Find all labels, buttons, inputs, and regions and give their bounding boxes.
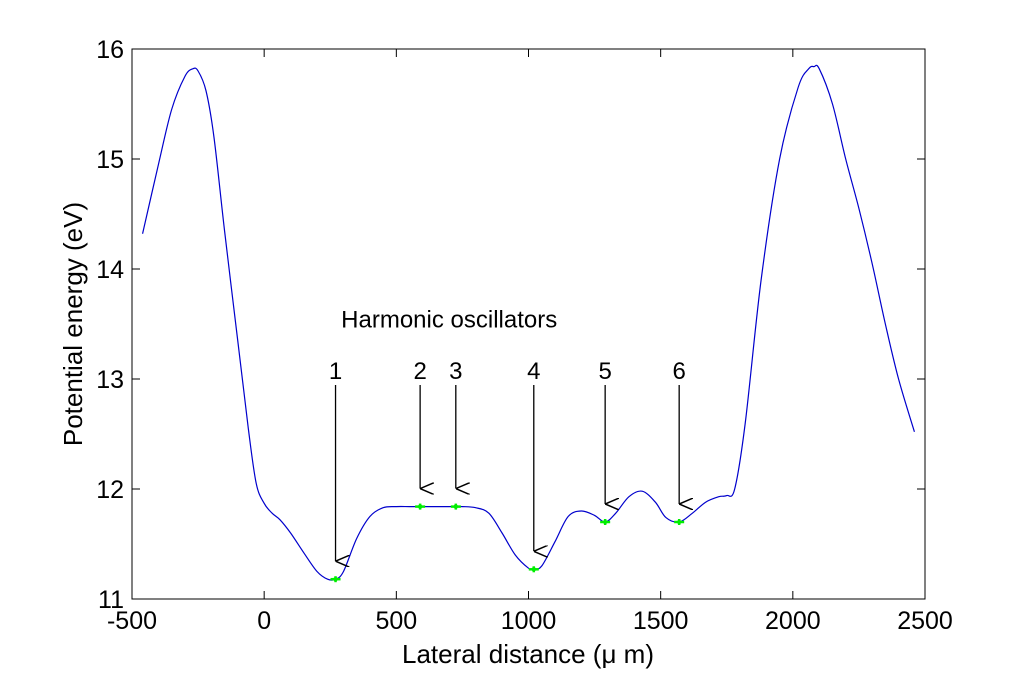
x-tick-label: 0 [257,607,271,635]
y-tick-label: 13 [96,366,124,394]
x-tick-label: 500 [375,607,417,635]
x-tick-label: 2500 [897,607,953,635]
oscillator-point [330,576,341,583]
axis-ticks [131,48,926,600]
oscillator-point [674,519,685,525]
oscillator-label: 6 [672,358,685,385]
oscillator-label: 5 [598,358,611,385]
y-tick-label: 11 [98,586,124,614]
plot-frame [131,48,926,600]
series-group [141,64,916,581]
annotation-text: Harmonic oscillators [341,306,557,333]
series-line [141,64,916,581]
oscillator-label: 2 [413,358,426,385]
oscillator-label: 3 [449,358,462,385]
x-axis-title: Lateral distance (μ m) [402,639,654,669]
y-axis-title: Potential energy (eV) [58,202,88,446]
y-tick-label: 14 [96,256,124,284]
y-tick-label: 15 [96,146,124,174]
annotation-group: Harmonic oscillators [341,306,557,333]
y-tick-label: 12 [96,476,124,504]
oscillator-point [528,566,539,573]
oscillator-point [450,503,461,510]
x-tick-label: 1000 [501,607,557,635]
oscillator-point [600,519,611,525]
x-tick-label: 2000 [765,607,821,635]
oscillator-point [415,503,426,510]
x-tick-label: -500 [107,607,157,635]
oscillator-label: 4 [527,358,540,385]
oscillator-label: 1 [329,358,342,385]
x-tick-label: 1500 [633,607,689,635]
y-tick-label: 16 [96,36,124,64]
